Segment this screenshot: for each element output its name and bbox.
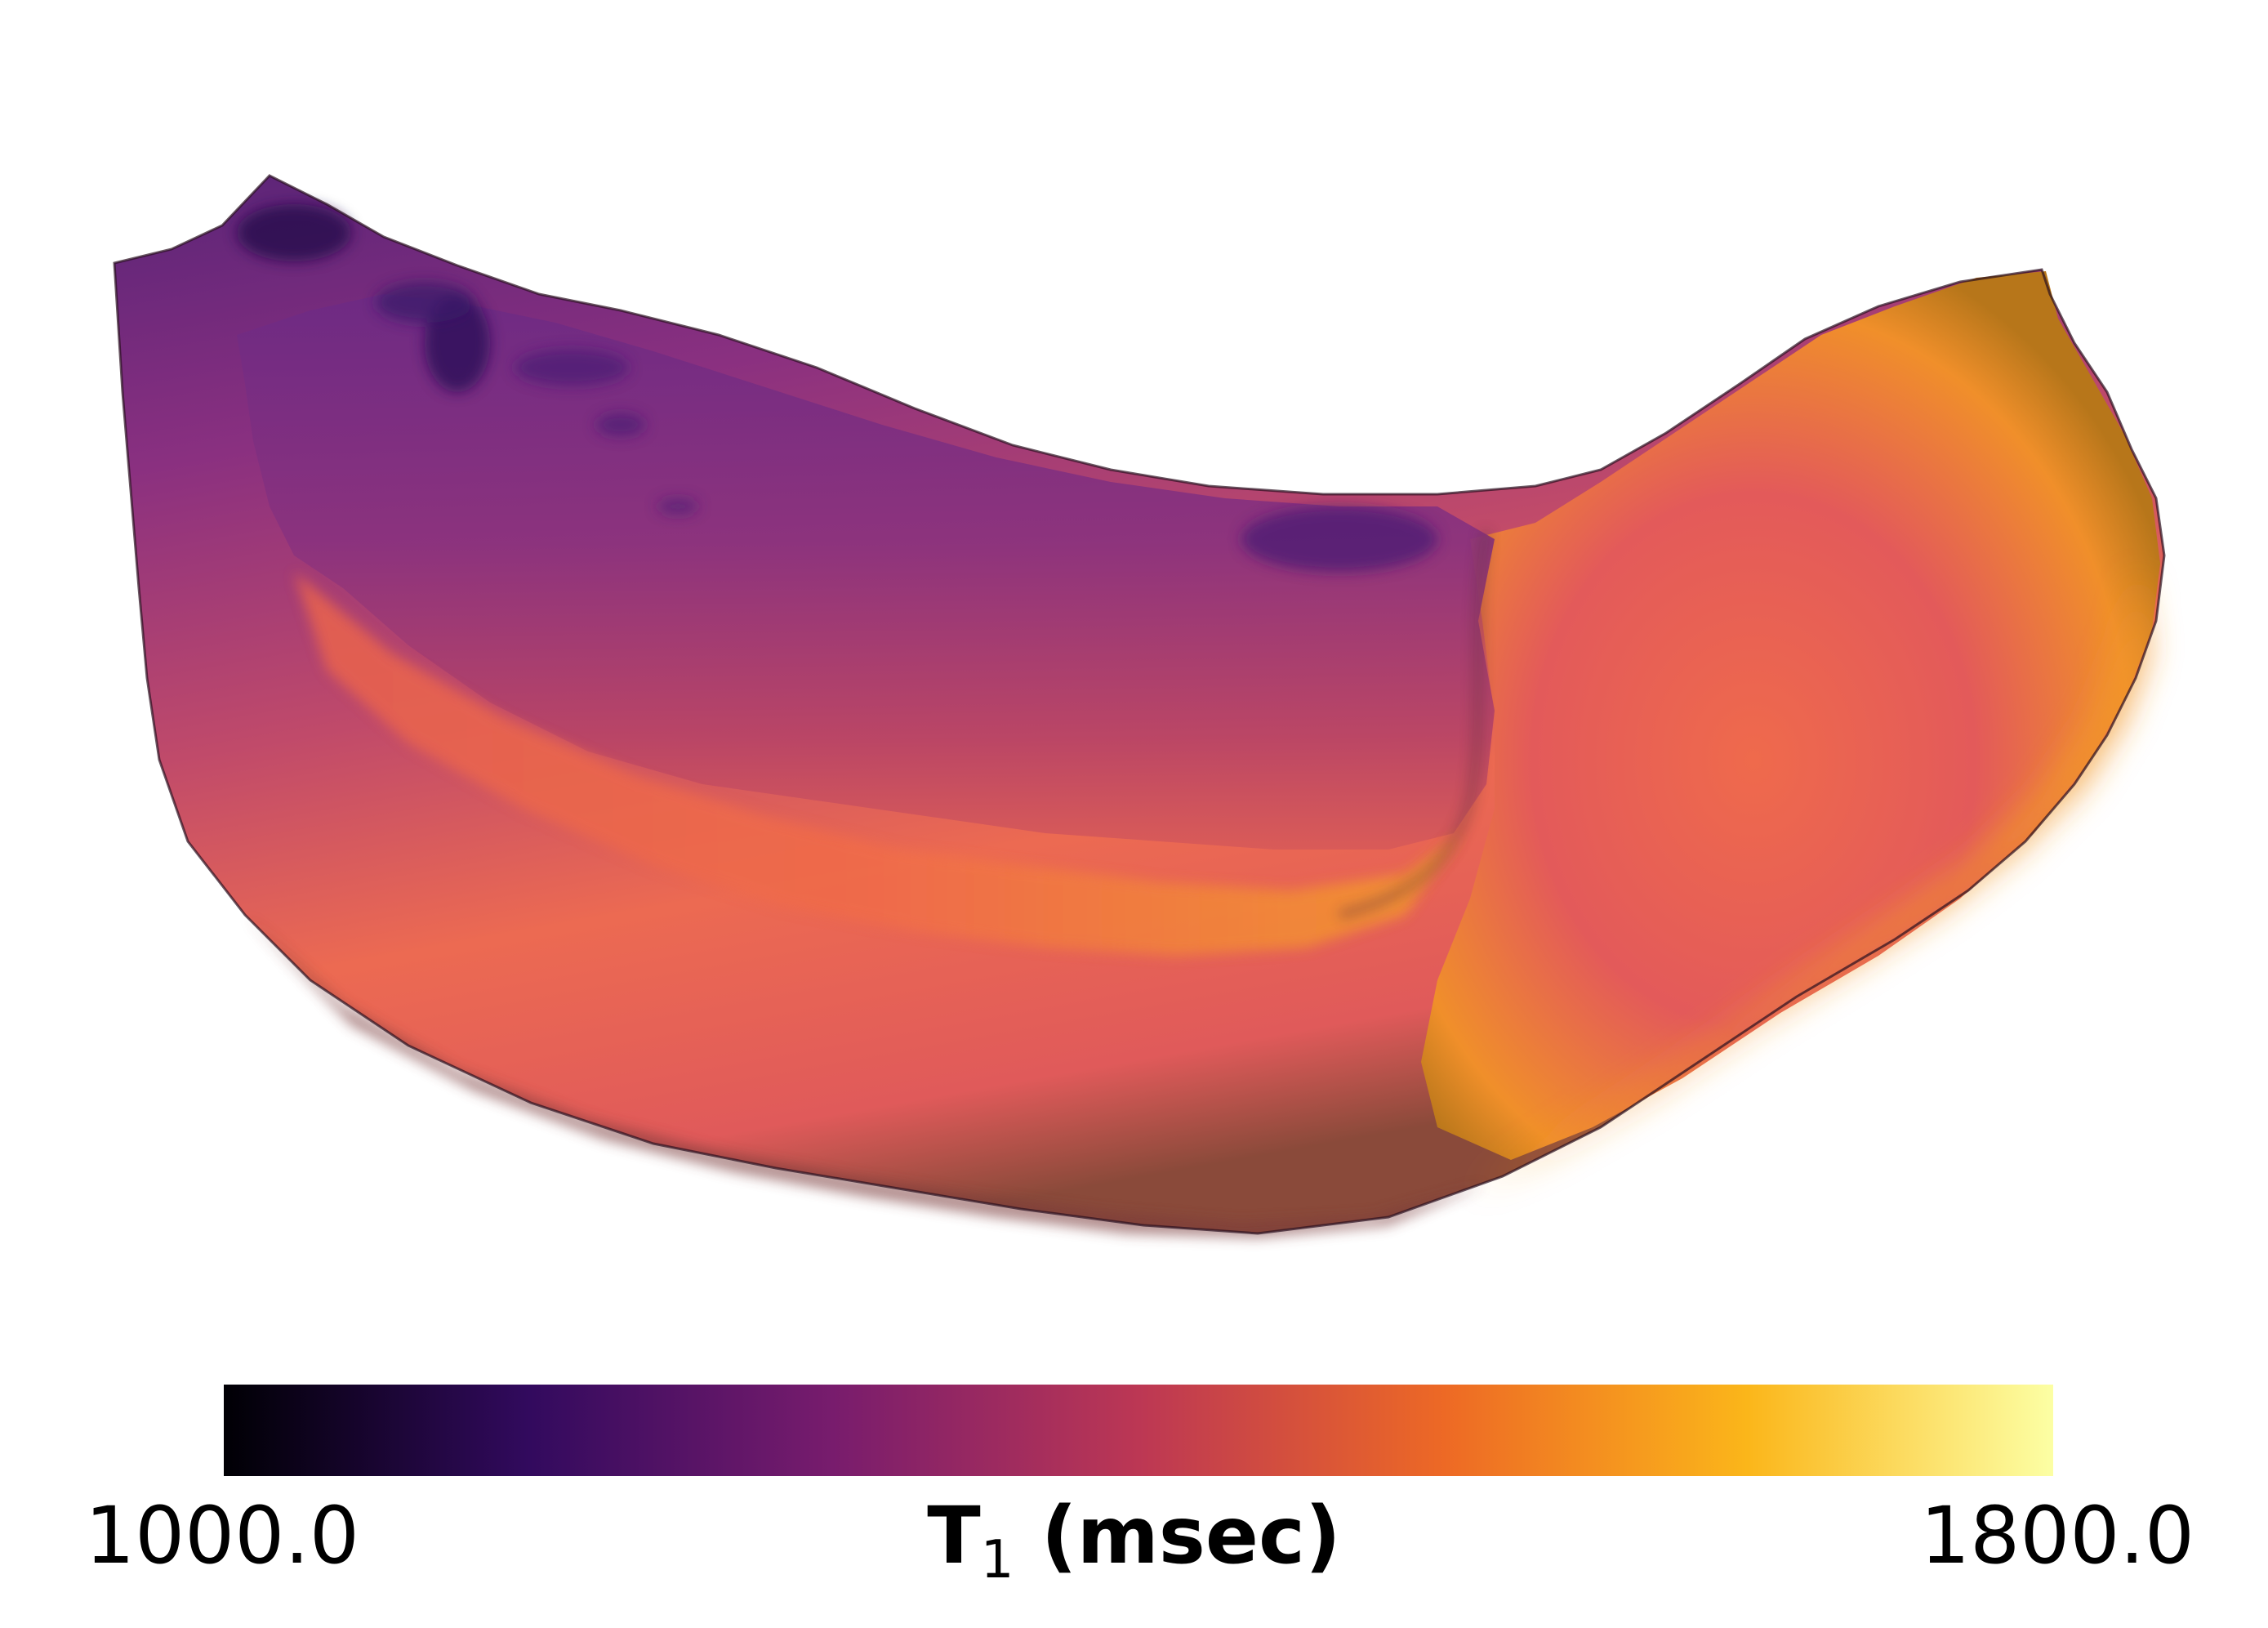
surface-dark-patches: [237, 204, 1437, 572]
colorbar-title-main: T: [927, 1490, 981, 1581]
colorbar-title: T1 (msec): [0, 1487, 2268, 1609]
colorbar-title-unit: (msec): [1014, 1490, 1341, 1581]
surface-inner-wall: [237, 294, 1495, 850]
colorbar-gradient: [224, 1385, 2053, 1476]
surface-ridge-shadow: [1338, 530, 1490, 919]
surface-right-lobe: [1421, 271, 2160, 1160]
surface-outline: [113, 174, 2166, 1235]
t1-surface-render: [113, 174, 2166, 1238]
colorbar-min-label: 1000.0: [85, 1490, 359, 1581]
colorbar-title-subscript: 1: [980, 1530, 1014, 1590]
colorbar: [224, 1385, 2053, 1476]
colorbar-max-label: 1800.0: [1920, 1490, 2194, 1581]
